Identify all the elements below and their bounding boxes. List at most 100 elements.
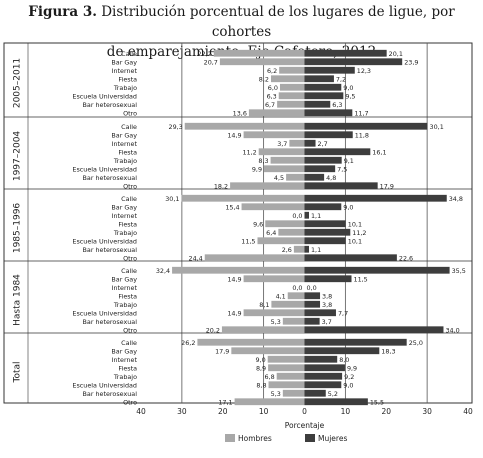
bar-hombres xyxy=(197,338,305,346)
bar-mujeres xyxy=(304,372,343,380)
value-label-hombres: 32,4 xyxy=(156,267,170,275)
category-label: Trabajo xyxy=(113,84,137,92)
category-label: Bar heterosexual xyxy=(83,174,138,182)
value-label-hombres: 8,9 xyxy=(256,364,266,372)
value-label-hombres: 0,0 xyxy=(292,212,302,220)
bar-hombres xyxy=(248,109,305,117)
cohort-label: 1997–2004 xyxy=(13,131,23,182)
category-label: Internet xyxy=(112,67,138,75)
value-label-hombres: 9,9 xyxy=(252,165,262,173)
bar-hombres xyxy=(267,355,305,363)
bar-hombres xyxy=(289,139,305,147)
bar-hombres xyxy=(221,326,305,334)
bar-hombres xyxy=(204,254,305,262)
bar-hombres xyxy=(270,75,305,83)
value-label-mujeres: 9,1 xyxy=(344,157,354,165)
value-label-mujeres: 17,9 xyxy=(380,182,394,190)
value-label-mujeres: 6,3 xyxy=(332,101,342,109)
bar-hombres xyxy=(258,148,305,156)
bar-mujeres xyxy=(304,100,331,108)
bar-mujeres xyxy=(304,381,342,389)
category-label: Escuela Universidad xyxy=(72,237,137,245)
value-label-hombres: 17,9 xyxy=(215,347,229,355)
category-label: Fiesta xyxy=(118,292,137,300)
category-label: Calle xyxy=(121,50,137,58)
value-label-mujeres: 7,2 xyxy=(336,75,346,83)
bar-hombres xyxy=(213,49,305,57)
category-label: Otro xyxy=(123,326,137,334)
category-label: Otro xyxy=(123,109,137,117)
value-label-mujeres: 11,5 xyxy=(354,275,368,283)
bar-mujeres xyxy=(304,109,353,117)
value-label-hombres: 6,8 xyxy=(265,373,275,381)
bar-mujeres xyxy=(304,156,342,164)
value-label-mujeres: 9,0 xyxy=(343,381,353,389)
x-tick-label: 0 xyxy=(302,407,307,416)
bar-mujeres xyxy=(304,300,321,308)
title-text-1: Distribución porcentual de los lugares d… xyxy=(101,4,455,40)
bar-mujeres xyxy=(304,148,371,156)
value-label-hombres: 5,3 xyxy=(271,318,281,326)
category-label: Trabajo xyxy=(113,373,137,381)
category-label: Bar heterosexual xyxy=(83,390,138,398)
bar-hombres xyxy=(234,398,305,406)
bar-mujeres xyxy=(304,75,334,83)
category-label: Trabajo xyxy=(113,157,137,165)
value-label-mujeres: 7,5 xyxy=(337,165,347,173)
value-label-mujeres: 8,0 xyxy=(339,356,349,364)
category-label: Calle xyxy=(121,339,137,347)
value-label-mujeres: 2,7 xyxy=(318,140,328,148)
value-label-mujeres: 35,5 xyxy=(452,267,466,275)
bar-mujeres xyxy=(304,237,346,245)
value-label-hombres: 20,2 xyxy=(206,326,220,334)
bar-mujeres xyxy=(304,139,316,147)
value-label-mujeres: 34,0 xyxy=(445,326,459,334)
category-label: Bar Gay xyxy=(111,131,137,139)
cohort-label: 1985–1996 xyxy=(13,203,23,254)
value-label-hombres: 17,1 xyxy=(218,398,232,406)
bar-mujeres xyxy=(304,92,344,100)
bar-mujeres xyxy=(304,173,325,181)
bar-hombres xyxy=(277,100,305,108)
bar-hombres xyxy=(276,372,305,380)
value-label-mujeres: 9,0 xyxy=(343,203,353,211)
value-label-mujeres: 15,5 xyxy=(370,398,384,406)
category-label: Internet xyxy=(112,212,138,220)
value-label-hombres: 26,2 xyxy=(181,339,195,347)
bar-hombres xyxy=(264,165,305,173)
bar-mujeres xyxy=(304,165,336,173)
bar-hombres xyxy=(270,156,305,164)
figure-label: Figura 3. xyxy=(28,4,97,20)
bar-mujeres xyxy=(304,275,352,283)
x-axis-title: Porcentaje xyxy=(285,421,325,430)
category-label: Escuela Universidad xyxy=(72,165,137,173)
value-label-hombres: 6,4 xyxy=(266,229,276,237)
value-label-hombres: 18,2 xyxy=(214,182,228,190)
value-label-hombres: 6,3 xyxy=(267,92,277,100)
bar-hombres xyxy=(279,66,305,74)
bar-mujeres xyxy=(304,194,447,202)
value-label-mujeres: 1,1 xyxy=(311,212,321,220)
title-line-1: Figura 3. Distribución porcentual de los… xyxy=(0,2,483,42)
value-label-mujeres: 25,0 xyxy=(409,339,423,347)
value-label-mujeres: 3,7 xyxy=(322,318,332,326)
bar-mujeres xyxy=(304,355,338,363)
bar-hombres xyxy=(282,317,305,325)
cohort-label: Hasta 1984 xyxy=(13,274,23,326)
bar-hombres xyxy=(287,292,305,300)
value-label-hombres: 30,1 xyxy=(165,195,179,203)
category-label: Fiesta xyxy=(118,364,137,372)
value-label-mujeres: 12,3 xyxy=(357,67,371,75)
bar-mujeres xyxy=(304,182,378,190)
x-tick-label: 30 xyxy=(177,407,187,416)
category-label: Bar Gay xyxy=(111,275,137,283)
bar-mujeres xyxy=(304,58,403,66)
x-tick-label: 10 xyxy=(259,407,269,416)
bar-mujeres xyxy=(304,83,342,91)
bar-hombres xyxy=(172,266,305,274)
value-label-hombres: 4,5 xyxy=(274,174,284,182)
value-label-hombres: 24,4 xyxy=(189,254,203,262)
bar-mujeres xyxy=(304,66,355,74)
bar-hombres xyxy=(293,245,305,253)
